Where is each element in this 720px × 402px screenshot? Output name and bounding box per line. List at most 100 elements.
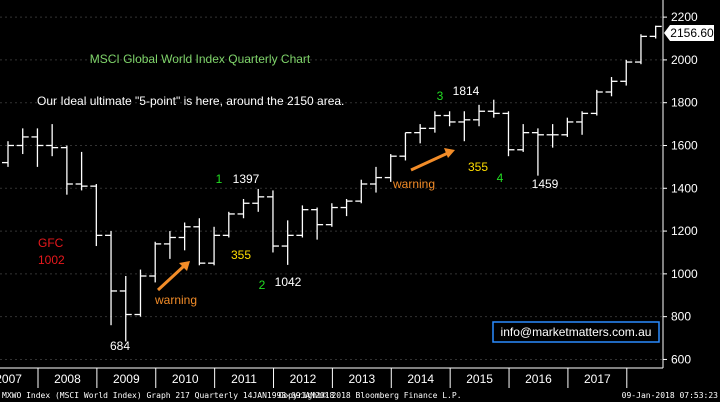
annotation-14: 1459 xyxy=(532,177,559,191)
watermark-box: info@marketmatters.com.au xyxy=(492,321,660,343)
bar-2007Q3 xyxy=(31,128,44,167)
bar-2008Q3 xyxy=(90,184,103,247)
bar-2016Q2 xyxy=(546,124,559,148)
annotation-6: 2 xyxy=(259,278,266,292)
bar-2010Q4 xyxy=(222,211,235,238)
annotation-13: 4 xyxy=(497,171,504,185)
annotation-12: 355 xyxy=(468,160,488,174)
bar-2011Q1 xyxy=(237,198,250,219)
bar-2013Q3 xyxy=(384,154,397,182)
warning-arrow-2014 xyxy=(410,151,449,172)
bar-2016Q3 xyxy=(561,117,574,137)
warning-arrows xyxy=(156,148,455,292)
bar-2017Q3 xyxy=(620,59,633,86)
y-axis-ticks: 600 800 1000 1200 1400 1600 1800 2000 2200 xyxy=(663,10,698,366)
x-tick-label-5: 2012 xyxy=(290,372,317,386)
bar-2008Q1 xyxy=(60,145,73,195)
footer-left: MXWO Index (MSCI World Index) Graph 217 … xyxy=(2,391,335,400)
bar-2013Q2 xyxy=(370,166,382,193)
bar-2017Q4 xyxy=(634,34,647,65)
last-price-tag: 2156.60 xyxy=(664,25,714,41)
x-tick-label-9: 2016 xyxy=(525,372,552,386)
bar-2011Q3 xyxy=(266,190,279,253)
y-tick-label-6: 1800 xyxy=(671,96,698,110)
grid-lines xyxy=(0,16,663,360)
x-tick-label-0: 2007 xyxy=(0,372,22,386)
x-tick-label-4: 2011 xyxy=(231,372,257,386)
bar-2014Q1 xyxy=(414,124,427,144)
y-tick-label-8: 2200 xyxy=(671,10,698,24)
bar-2012Q4 xyxy=(340,198,353,217)
bar-2017Q1 xyxy=(590,89,603,116)
footer: MXWO Index (MSCI World Index) Graph 217 … xyxy=(0,388,720,402)
bar-2008Q2 xyxy=(75,151,88,191)
annotation-7: 1042 xyxy=(275,275,302,289)
y-tick-label-5: 1600 xyxy=(671,138,698,152)
bar-2016Q4 xyxy=(576,111,589,135)
bar-2018Q1 xyxy=(649,25,662,39)
bar-2015Q3 xyxy=(502,111,515,157)
annotation-1: 1002 xyxy=(38,253,65,267)
bar-2009Q3 xyxy=(149,241,162,283)
bar-2013Q1 xyxy=(355,179,368,204)
y-tick-label-4: 1400 xyxy=(671,181,698,195)
bar-2010Q1 xyxy=(178,222,191,251)
bar-2007Q4 xyxy=(46,124,59,157)
annotation-10: 3 xyxy=(437,89,444,103)
footer-center: Copyright© 2018 Bloomberg Finance L.P. xyxy=(278,391,461,400)
annotation-3: 1 xyxy=(216,172,223,186)
bar-2013Q4 xyxy=(399,132,412,161)
x-tick-label-1: 2008 xyxy=(54,372,81,386)
chart-title: MSCI Global World Index Quarterly Chart xyxy=(90,52,311,66)
annotation-2: 684 xyxy=(110,339,130,353)
bar-2009Q2 xyxy=(134,269,147,317)
annotation-0: GFC xyxy=(38,236,64,250)
bar-2008Q4 xyxy=(105,231,118,326)
bar-2012Q3 xyxy=(325,203,338,227)
warning-arrow-2010-head xyxy=(179,261,190,271)
bar-2010Q3 xyxy=(208,226,221,266)
x-tick-label-7: 2014 xyxy=(407,372,434,386)
annotation-9: warning xyxy=(392,177,435,191)
bar-2009Q1 xyxy=(119,276,132,342)
bar-2015Q2 xyxy=(487,99,500,118)
bar-2011Q2 xyxy=(252,188,265,212)
x-tick-label-8: 2015 xyxy=(466,372,493,386)
x-tick-label-2: 2009 xyxy=(113,372,140,386)
warning-arrow-2010 xyxy=(156,264,186,292)
y-tick-label-0: 600 xyxy=(671,352,691,366)
annotation-11: 1814 xyxy=(453,84,480,98)
bar-2014Q3 xyxy=(443,111,456,127)
last-price-label: 2156.60 xyxy=(670,26,714,40)
bar-2016Q1 xyxy=(531,128,544,176)
axes xyxy=(0,0,664,369)
annotation-5: 355 xyxy=(231,248,251,262)
bar-2014Q2 xyxy=(428,111,441,133)
bar-2007Q1 xyxy=(2,141,14,167)
x-axis-ticks: 2007 2008 2009 2010 2011 2012 2013 2014 2015 2016… xyxy=(0,368,628,388)
x-tick-label-3: 2010 xyxy=(172,372,199,386)
price-bars xyxy=(2,25,662,342)
bar-2011Q4 xyxy=(281,220,294,265)
footer-right: 09-Jan-2018 07:53:23 xyxy=(622,391,719,400)
y-tick-label-7: 2000 xyxy=(671,53,698,67)
watermark-email: info@marketmatters.com.au xyxy=(501,325,652,339)
bar-2012Q1 xyxy=(296,205,309,238)
x-tick-label-6: 2013 xyxy=(348,372,375,386)
bar-2010Q2 xyxy=(193,218,206,266)
bar-2014Q4 xyxy=(458,111,471,142)
warning-arrow-2014-head xyxy=(444,148,455,158)
chart-subtitle: Our Ideal ultimate "5-point" is here, ar… xyxy=(37,94,344,108)
x-tick-label-10: 2017 xyxy=(584,372,611,386)
bar-2017Q2 xyxy=(605,77,618,97)
bar-2009Q4 xyxy=(163,231,176,259)
y-tick-label-2: 1000 xyxy=(671,267,698,281)
bar-2015Q1 xyxy=(473,104,486,127)
annotation-8: warning xyxy=(154,293,197,307)
bar-2012Q2 xyxy=(311,207,324,240)
annotations: GFC 1002 684 1 1397 355 2 1042 warning warning 3 18… xyxy=(38,84,559,353)
y-tick-label-3: 1200 xyxy=(671,224,698,238)
bar-2015Q4 xyxy=(517,124,530,152)
